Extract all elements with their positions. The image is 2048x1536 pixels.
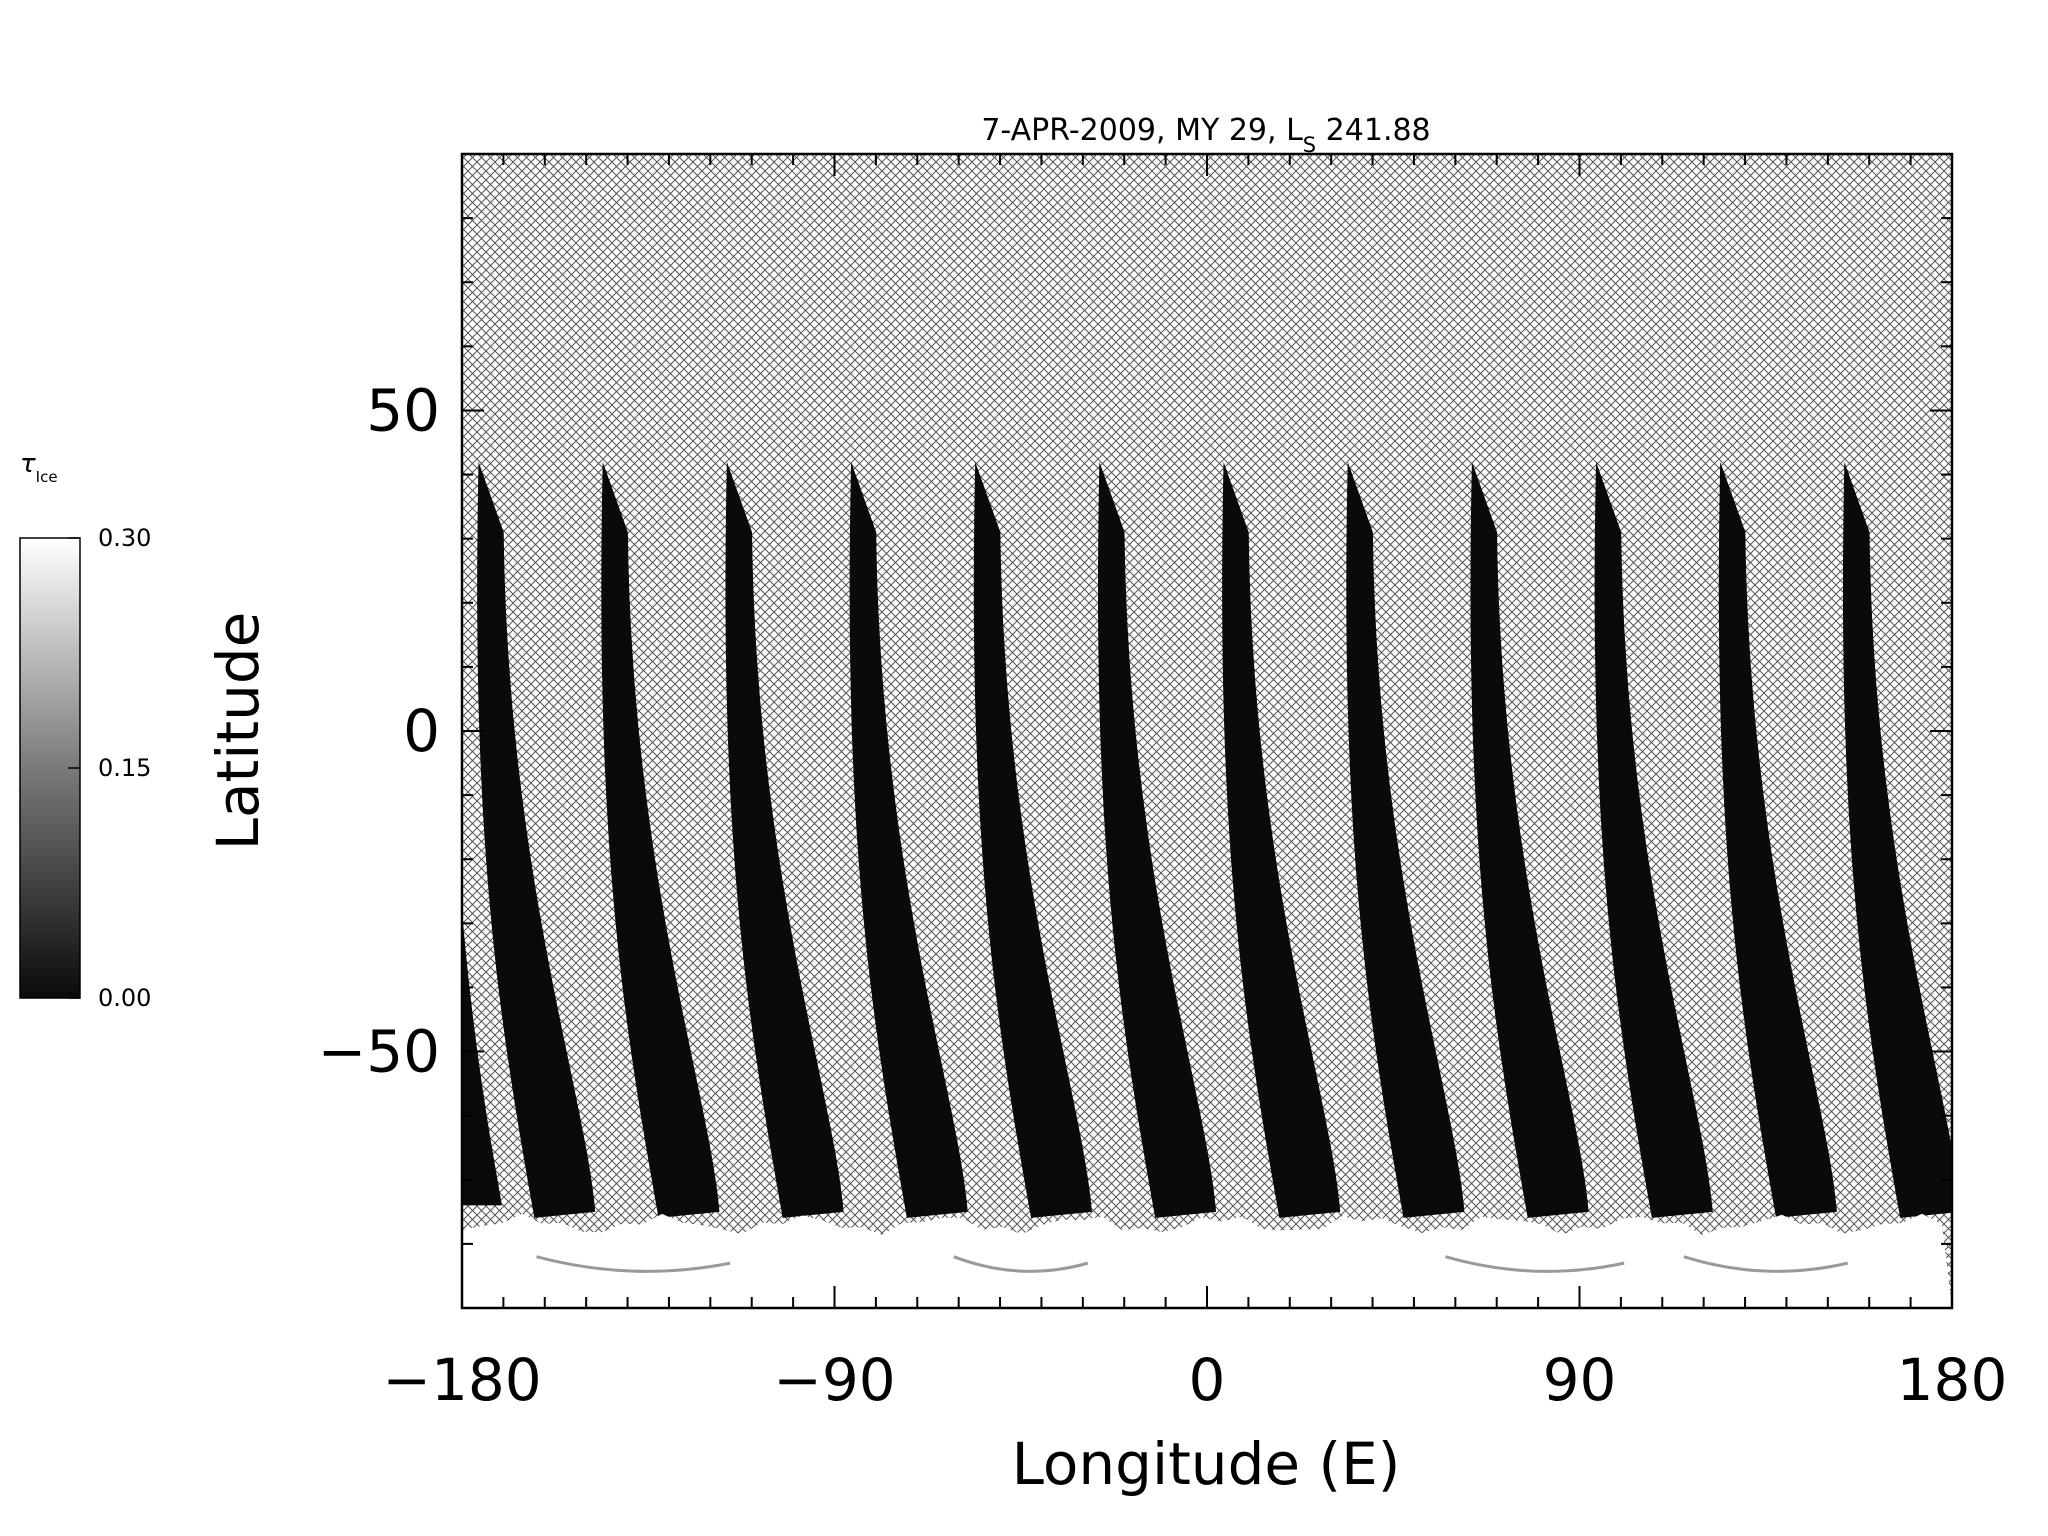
- cap-streak-2: [953, 1255, 1089, 1273]
- x-tick-labels: −180 −90 0 90 180: [382, 1346, 2007, 1414]
- swath-6: [1097, 461, 1217, 1218]
- x-tick-label: −180: [382, 1346, 541, 1414]
- swath-edge: [462, 910, 502, 1206]
- colorbar-label: τIce: [20, 449, 58, 486]
- cap-streak-4: [1683, 1255, 1849, 1273]
- swath-9: [1470, 461, 1589, 1218]
- y-tick-label: −50: [318, 1018, 440, 1086]
- y-tick-label: 50: [366, 376, 440, 444]
- swath-layer: [462, 461, 1952, 1218]
- plot-frame: [460, 152, 1954, 1310]
- y-tick-label: 0: [403, 697, 440, 765]
- swath-3: [725, 461, 844, 1218]
- swath-11: [1718, 461, 1837, 1218]
- chart-title: 7-APR-2009, MY 29, LS 241.88: [981, 113, 1430, 157]
- y-tick-labels: 50 0 −50: [318, 376, 440, 1085]
- cap-streak-1: [536, 1255, 731, 1273]
- plot-area: [462, 154, 1952, 1308]
- colorbar-ticks: 0.30 0.15 0.00: [68, 524, 151, 1012]
- swath-12: [1842, 461, 1952, 1218]
- swath-8: [1346, 461, 1465, 1218]
- colorbar-tick-label: 0.00: [98, 984, 151, 1012]
- swath-4: [849, 461, 968, 1218]
- x-axis-label: Longitude (E): [1012, 1430, 1401, 1498]
- swath-2: [601, 461, 720, 1218]
- colorbar-tick-label: 0.30: [98, 524, 151, 552]
- polar-cap-layer: [462, 1213, 1952, 1308]
- x-tick-label: −90: [773, 1346, 895, 1414]
- x-tick-label: 180: [1897, 1346, 2008, 1414]
- polar-cap-region: [462, 1213, 1952, 1308]
- colorbar: τIce 0.30 0.15 0.00: [19, 449, 151, 1012]
- axis-ticks: [461, 153, 1953, 1309]
- y-axis-label: Latitude: [204, 612, 272, 851]
- x-tick-label: 0: [1189, 1346, 1226, 1414]
- swath-7: [1222, 461, 1341, 1218]
- swath-1: [477, 461, 596, 1218]
- x-tick-label: 90: [1543, 1346, 1617, 1414]
- swath-10: [1594, 461, 1713, 1218]
- colorbar-tick-label: 0.15: [98, 754, 151, 782]
- no-data-hatch-background: [462, 154, 1952, 1308]
- cap-streak-3: [1444, 1255, 1625, 1273]
- swath-5: [973, 461, 1092, 1218]
